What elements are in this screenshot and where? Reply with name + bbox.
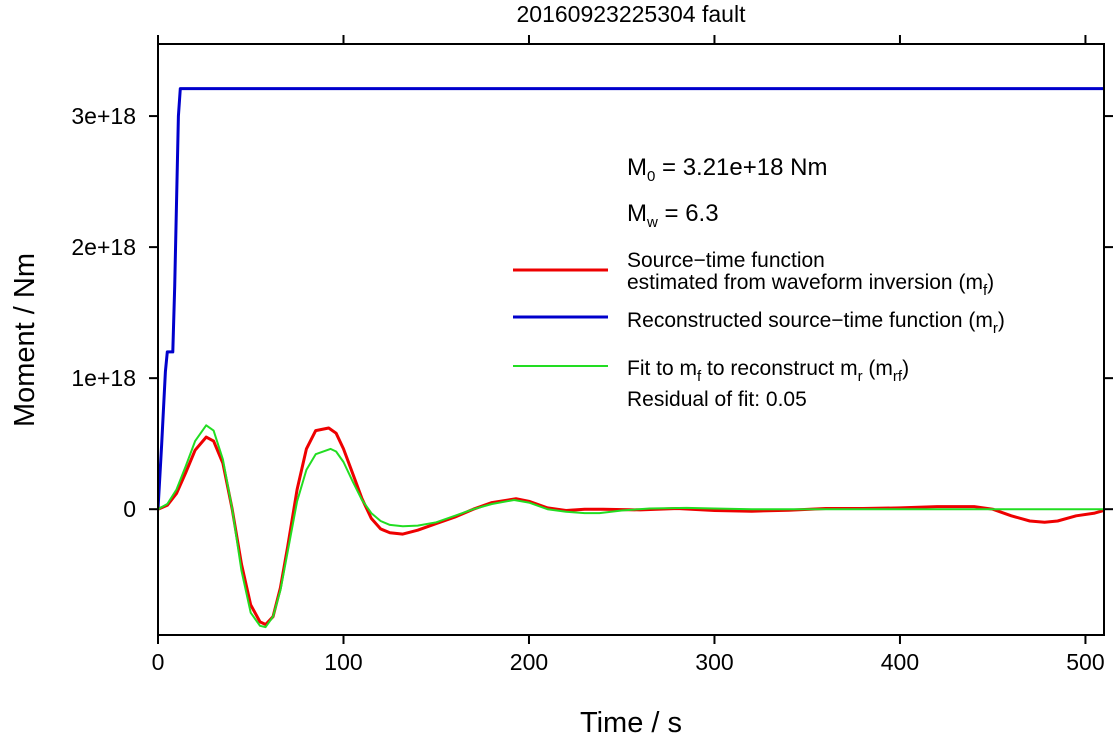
x-tick-label: 0 bbox=[152, 649, 165, 675]
y-tick-label: 3e+18 bbox=[71, 103, 136, 129]
legend-label-2: Fit to mf to reconstruct mr (mrf) bbox=[627, 357, 909, 385]
residual-label: Residual of fit: 0.05 bbox=[627, 388, 807, 411]
plot-frame bbox=[157, 43, 1105, 636]
series-layer bbox=[158, 87, 1104, 629]
y-tick-label: 0 bbox=[123, 496, 136, 522]
series-line-1 bbox=[158, 87, 1104, 510]
chart-title: 20160923225304 fault bbox=[517, 1, 747, 27]
x-tick-label: 500 bbox=[1066, 649, 1104, 675]
y-axis-title: Moment / Nm bbox=[9, 253, 41, 427]
series-line-0 bbox=[158, 426, 1104, 626]
series-line-2 bbox=[158, 424, 1104, 629]
x-axis-title: Time / s bbox=[580, 707, 682, 736]
legend-label-0: Source−time function bbox=[627, 249, 825, 272]
moment-magnitude-label: Mw = 6.3 bbox=[627, 200, 719, 231]
seismic-moment-label: M0 = 3.21e+18 Nm bbox=[627, 154, 827, 185]
x-tick-label: 100 bbox=[324, 649, 362, 675]
y-tick-label: 1e+18 bbox=[71, 365, 136, 391]
legend-label-0: estimated from waveform inversion (mf) bbox=[627, 271, 994, 299]
x-tick-label: 200 bbox=[510, 649, 548, 675]
x-tick-label: 400 bbox=[881, 649, 919, 675]
y-tick-label: 2e+18 bbox=[71, 234, 136, 260]
ticks-layer: 0 100 200 300 400 500 0 1e+18 2e+18 3e+18 bbox=[71, 35, 1113, 675]
annotation-layer: M0 = 3.21e+18 Nm Mw = 6.3 Residual of fit:… bbox=[627, 154, 827, 411]
legend-label-1: Reconstructed source−time function (mr) bbox=[627, 309, 1005, 337]
x-tick-label: 300 bbox=[695, 649, 733, 675]
